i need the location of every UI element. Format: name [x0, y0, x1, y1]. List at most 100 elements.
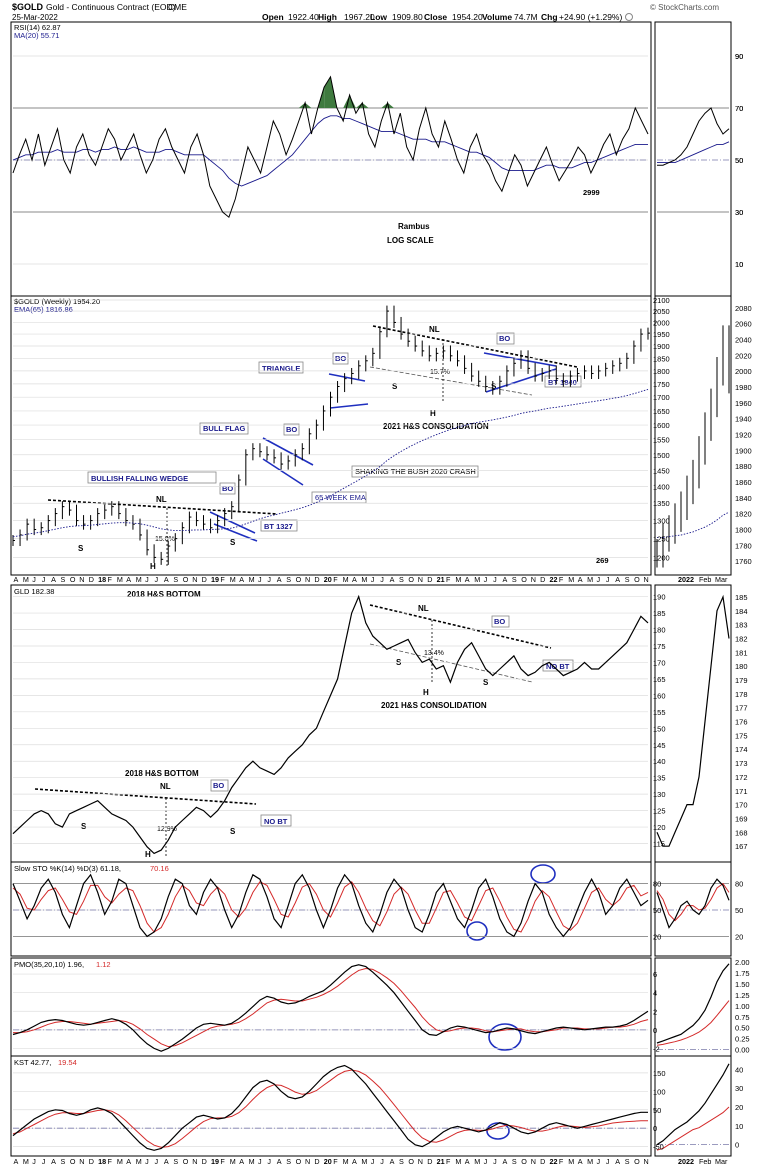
chart-date: 25-Mar-2022: [12, 13, 58, 22]
kst-side-tick-label-10: 10: [735, 1122, 743, 1131]
annotation-rambus: Rambus: [398, 222, 430, 231]
gld-price-line: [12, 594, 649, 855]
kst-line: [12, 1064, 648, 1151]
instrument-name: Gold - Continuous Contract (EOD): [46, 2, 176, 12]
annotation-gold-h1: H: [150, 562, 156, 571]
annotation-gld-s2-2018: S: [230, 827, 236, 836]
x-label-mid: D: [427, 575, 432, 584]
x-label-bottom: A: [239, 1157, 244, 1166]
pmo-side-tick-label-2: 2.00: [735, 958, 750, 967]
x-label-bottom: A: [126, 1157, 131, 1166]
annotation-12-9pct: 12.9%: [157, 826, 177, 833]
pmo-tick-label-2: 2: [653, 1007, 657, 1016]
annotation-gld-nl-2021: NL: [418, 604, 429, 613]
x-label-bottom-side: 2022: [678, 1157, 694, 1166]
x-label-bottom: M: [568, 1157, 574, 1166]
gld-side-tick-label-168: 168: [735, 828, 748, 837]
gld-legend: GLD 182.38: [14, 587, 54, 596]
gld-side-tick-label-181: 181: [735, 648, 748, 657]
gold-tick-label-1950: 1950: [653, 330, 670, 339]
bo-box-1: [219, 482, 236, 495]
gold-tick-label-2000: 2000: [653, 318, 670, 327]
x-label-mid: S: [286, 575, 291, 584]
rsi-overbought-fill: [355, 102, 363, 108]
volume-label: Volume: [482, 12, 512, 22]
x-label-bottom: J: [493, 1157, 497, 1166]
sto-line: [12, 873, 649, 938]
gold-ema-line: [12, 388, 649, 538]
gld-tick-label-120: 120: [653, 823, 666, 832]
x-label-bottom: A: [390, 1157, 395, 1166]
x-label-mid: J: [145, 575, 149, 584]
pmo-side-tick-label-0.25: 0.25: [735, 1035, 750, 1044]
flag-upper-line: [262, 437, 314, 466]
x-label-bottom: O: [521, 1157, 527, 1166]
kst-side-panel: [654, 1055, 732, 1157]
pmo-panel: [10, 957, 652, 1057]
x-label-bottom: S: [61, 1157, 66, 1166]
sto-side-tick-label-50: 50: [735, 906, 743, 915]
triangle-lower-line: [329, 403, 369, 409]
gld-side-tick-label-172: 172: [735, 773, 748, 782]
x-label-mid: A: [390, 575, 395, 584]
gold-panel: [10, 295, 652, 576]
gold-tick-label-1600: 1600: [653, 421, 670, 430]
x-label-bottom: M: [474, 1157, 480, 1166]
x-label-mid: N: [192, 575, 197, 584]
annotation-bo-2: BO: [286, 425, 297, 434]
rsi-overbought-fill: [362, 102, 369, 108]
exchange: CME: [168, 2, 187, 12]
symbol: $GOLD: [12, 2, 44, 12]
x-label-mid: O: [183, 575, 189, 584]
sto-circle-low: [466, 921, 488, 941]
gold-tick-label-2050: 2050: [653, 307, 670, 316]
gld-side-panel: [654, 584, 732, 863]
x-label-bottom: N: [531, 1157, 536, 1166]
gridlines: [13, 55, 729, 1147]
gold-side-tick-label-1900: 1900: [735, 446, 752, 455]
rsi-overbought-fill: [305, 102, 312, 108]
annotation-269: 269: [596, 556, 609, 565]
x-label-bottom: J: [42, 1157, 46, 1166]
x-label-mid: M: [474, 575, 480, 584]
kst-legend-signal: 19.54: [58, 1058, 77, 1067]
gold-side-tick-label-1780: 1780: [735, 541, 752, 550]
rsi-side-tick-label-10: 10: [735, 260, 743, 269]
annotation-gld-2021-consolidation: 2021 H&S CONSOLIDATION: [381, 701, 487, 710]
x-label-mid: J: [155, 575, 159, 584]
gold-side-tick-label-2060: 2060: [735, 320, 752, 329]
gold-tick-label-1350: 1350: [653, 499, 670, 508]
x-label-mid: F: [446, 575, 451, 584]
x-label-mid: O: [70, 575, 76, 584]
annotation-s2-2021: S: [491, 382, 497, 391]
x-label-mid: S: [625, 575, 630, 584]
annotation-bo-1: BO: [222, 484, 233, 493]
triangle-upper-line: [328, 373, 366, 382]
sto-panel: [10, 861, 652, 957]
settings-icon[interactable]: [625, 13, 633, 21]
gld-tick-label-185: 185: [653, 609, 666, 618]
gold-tick-label-1900: 1900: [653, 342, 670, 351]
x-label-bottom: 22: [550, 1157, 558, 1166]
x-label-bottom: A: [503, 1157, 508, 1166]
x-label-bottom: A: [164, 1157, 169, 1166]
x-label-bottom: J: [155, 1157, 159, 1166]
sto-side-tick-label-80: 80: [735, 880, 743, 889]
pmo-tick-label-6: 6: [653, 970, 657, 979]
x-label-mid-side: Feb: [699, 575, 711, 584]
gold-side-tick-label-1980: 1980: [735, 383, 752, 392]
annotation-gld-h-2021: H: [423, 688, 429, 697]
x-label-bottom: A: [465, 1157, 470, 1166]
x-label-bottom: O: [634, 1157, 640, 1166]
x-label-mid: J: [371, 575, 375, 584]
x-label-mid: J: [267, 575, 271, 584]
shaking-note-box: [351, 465, 479, 478]
x-label-mid: A: [578, 575, 583, 584]
annotation-gld-no-bt-2: NO BT: [546, 662, 570, 671]
kst-tick-label-50: 50: [653, 1106, 661, 1115]
gld-side-tick-label-176: 176: [735, 718, 748, 727]
x-label-bottom: F: [559, 1157, 564, 1166]
x-label-mid-side: 2022: [678, 575, 694, 584]
gold-side-tick-label-1760: 1760: [735, 557, 752, 566]
x-label-bottom: F: [108, 1157, 113, 1166]
